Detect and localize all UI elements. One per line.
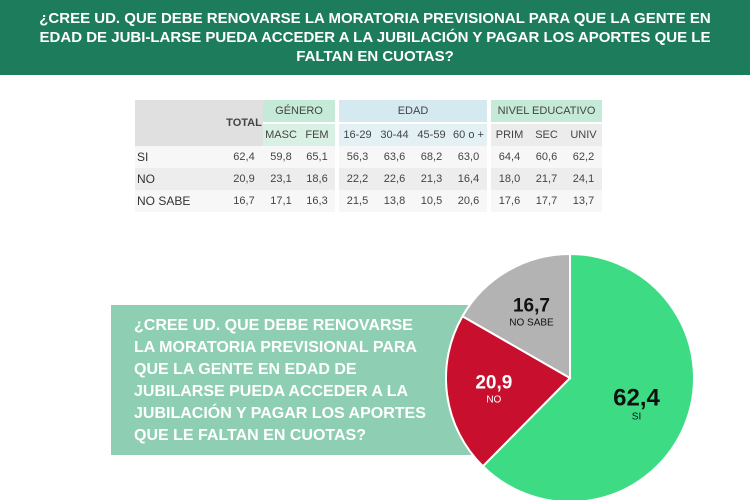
pie-value-label: 62,4 [613,384,660,411]
column-header: 16-29 [339,124,376,146]
table-cell: 63,0 [450,146,487,168]
table-cell: 18,0 [491,168,528,190]
group-header-genero: GÉNERO [263,100,335,124]
column-header: 45-59 [413,124,450,146]
group-header-edad: EDAD [339,100,487,124]
pie-slice-no-sabe [461,252,571,380]
question-line: QUE LE FALTAN EN CUOTAS? [134,427,366,444]
column-header: FEM [299,124,335,146]
table-cell: 17,6 [491,190,528,212]
table-cell: 17,1 [263,190,299,212]
table-group-header-row: TOTAL GÉNERO EDAD NIVEL EDUCATIVO [135,100,602,146]
table-cell: 21,7 [528,168,565,190]
column-header: UNIV [565,124,602,146]
table-cell: 22,2 [339,168,376,190]
crosstab-table: TOTAL GÉNERO EDAD NIVEL EDUCATIVO MASC F… [135,100,602,212]
header-banner: ¿CREE UD. QUE DEBE RENOVARSE LA MORATORI… [0,0,750,75]
table-cell: 18,6 [299,168,335,190]
question-line: JUBILARSE PUEDA ACCEDER A LA [134,383,409,400]
table-cell-total: 62,4 [225,146,263,168]
table-cell: 13,8 [376,190,413,212]
page-title: ¿CREE UD. QUE DEBE RENOVARSE LA MORATORI… [39,10,711,65]
table-cell: 60,6 [528,146,565,168]
question-box: ¿CREE UD. QUE DEBE RENOVARSE LA MORATORI… [111,305,471,455]
table-cell: 24,1 [565,168,602,190]
table-cell: 23,1 [263,168,299,190]
table-row: NO SABE 16,7 17,1 16,3 21,5 13,8 10,5 20… [135,190,602,212]
table-cell: 21,3 [413,168,450,190]
row-label: NO [135,168,225,190]
question-line: JUBILACIÓN Y PAGAR LOS APORTES [134,405,426,422]
table-corner-cell [135,100,225,146]
group-header-nivel-educativo: NIVEL EDUCATIVO [491,100,602,124]
table-cell: 63,6 [376,146,413,168]
table-cell: 13,7 [565,190,602,212]
question-line: QUE LA GENTE EN EDAD DE [134,361,357,378]
row-label: NO SABE [135,190,225,212]
table-cell: 16,4 [450,168,487,190]
pie-slice-si [481,252,695,500]
column-header-total: TOTAL [225,100,263,146]
table-cell: 68,2 [413,146,450,168]
pie-value-label: 20,9 [475,372,512,393]
pie-category-label: SI [632,411,641,422]
table-cell: 17,7 [528,190,565,212]
question-line: LA MORATORIA PREVISIONAL PARA [134,339,417,356]
table-cell: 59,8 [263,146,299,168]
table-cell-total: 20,9 [225,168,263,190]
table-column-header-row: MASC FEM 16-29 30-44 45-59 60 o + PRIM S… [135,124,602,146]
question-line: ¿CREE UD. QUE DEBE RENOVARSE [134,317,413,334]
table-cell: 65,1 [299,146,335,168]
pie-category-label: NO SABE [509,317,554,328]
column-header: 30-44 [376,124,413,146]
column-header: MASC [263,124,299,146]
column-header: 60 o + [450,124,487,146]
pie-category-label: NO [486,394,501,405]
table-cell: 22,6 [376,168,413,190]
table-cell: 56,3 [339,146,376,168]
table-cell: 16,3 [299,190,335,212]
table-cell: 20,6 [450,190,487,212]
table-cell: 21,5 [339,190,376,212]
pie-slice-no [445,314,572,468]
table-cell: 62,2 [565,146,602,168]
row-label: SI [135,146,225,168]
column-header: PRIM [491,124,528,146]
column-header: SEC [528,124,565,146]
table-cell-total: 16,7 [225,190,263,212]
table-row: NO 20,9 23,1 18,6 22,2 22,6 21,3 16,4 18… [135,168,602,190]
table-cell: 10,5 [413,190,450,212]
table-cell: 64,4 [491,146,528,168]
table-row: SI 62,4 59,8 65,1 56,3 63,6 68,2 63,0 64… [135,146,602,168]
pie-value-label: 16,7 [513,295,550,316]
